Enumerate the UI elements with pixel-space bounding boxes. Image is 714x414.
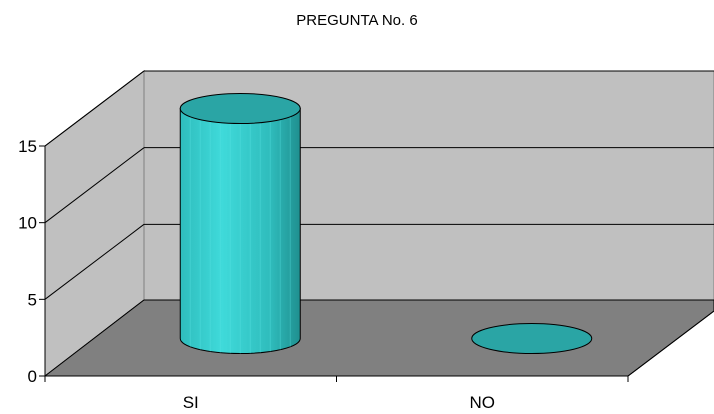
- floor-front-edge: [627, 310, 714, 377]
- bars: [179, 93, 593, 354]
- bar-body: [179, 108, 301, 354]
- x-category-labels: SI NO: [183, 393, 495, 412]
- plot-walls: [43, 69, 714, 378]
- chart-title: PREGUNTA No. 6: [296, 12, 417, 29]
- axes: [39, 145, 629, 382]
- y-tick-label: 0: [28, 367, 37, 386]
- y-tick-label: 15: [18, 137, 37, 156]
- x-category-label: NO: [470, 393, 496, 412]
- floor: [43, 299, 714, 377]
- gridline-side: [44, 223, 145, 300]
- gridline-side: [44, 70, 145, 147]
- bar-si: [179, 93, 301, 354]
- y-tick-label: 10: [18, 214, 37, 233]
- bar-top: [179, 93, 301, 124]
- x-category-label: SI: [183, 393, 199, 412]
- y-tick-labels: 0 5 10 15: [18, 137, 37, 386]
- y-tick-label: 5: [28, 290, 37, 309]
- gridline-side: [44, 147, 145, 224]
- bar-top: [471, 323, 593, 354]
- bar-no: [471, 323, 593, 354]
